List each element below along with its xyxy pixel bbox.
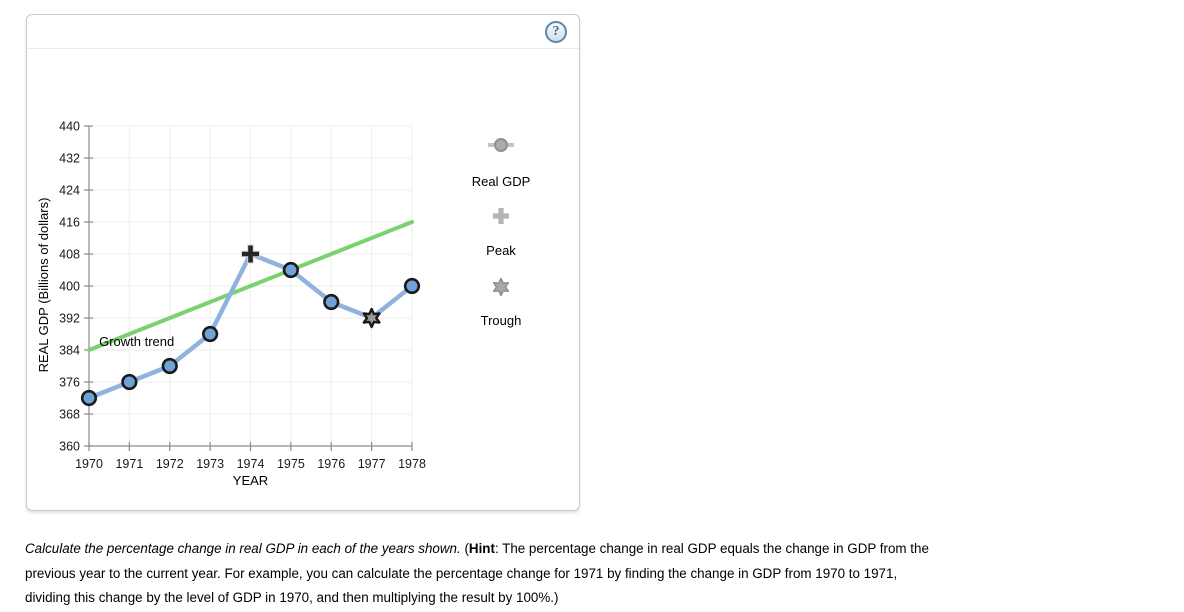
legend-label-trough: Trough [480, 313, 522, 328]
plus-icon [493, 208, 509, 224]
question-panel: ? 360 368 376 384 392 400 408 416 424 432 440 1970 1… [26, 14, 580, 511]
question-instruction: Calculate the percentage change in real … [25, 541, 461, 556]
svg-text:376: 376 [59, 376, 80, 390]
svg-text:408: 408 [59, 248, 80, 262]
question-text: Calculate the percentage change in real … [25, 537, 943, 611]
svg-text:Growth trend: Growth trend [99, 334, 174, 349]
svg-text:368: 368 [59, 408, 80, 422]
help-button[interactable]: ? [545, 21, 567, 43]
panel-header: ? [27, 15, 579, 49]
svg-text:1970: 1970 [75, 457, 103, 471]
legend-label-real-gdp: Real GDP [471, 174, 531, 189]
question-paren: ( [460, 541, 469, 556]
svg-text:1972: 1972 [156, 457, 184, 471]
legend-item-peak[interactable]: Peak [441, 207, 561, 258]
svg-text:1974: 1974 [237, 457, 265, 471]
svg-text:1975: 1975 [277, 457, 305, 471]
question-hint-label: Hint [468, 541, 495, 556]
question-hint-body: : The percentage change in real GDP equa… [25, 541, 929, 606]
svg-text:1977: 1977 [358, 457, 386, 471]
svg-text:440: 440 [59, 120, 80, 134]
legend-item-real-gdp[interactable]: Real GDP [441, 137, 561, 189]
svg-text:384: 384 [59, 344, 80, 358]
star-icon [492, 277, 510, 297]
svg-text:392: 392 [59, 312, 80, 326]
svg-text:1971: 1971 [115, 457, 143, 471]
y-axis-title: REAL GDP (Billions of dollars) [36, 197, 51, 373]
svg-text:1978: 1978 [398, 457, 426, 471]
legend-item-trough[interactable]: Trough [441, 277, 561, 328]
svg-text:424: 424 [59, 184, 80, 198]
svg-text:1976: 1976 [317, 457, 345, 471]
svg-text:416: 416 [59, 216, 80, 230]
line-circle-icon [488, 138, 514, 152]
svg-text:1973: 1973 [196, 457, 224, 471]
svg-text:432: 432 [59, 152, 80, 166]
svg-text:360: 360 [59, 440, 80, 454]
x-axis-title: YEAR [232, 473, 269, 488]
chart-svg: 360 368 376 384 392 400 408 416 424 432 440 1970 197… [59, 120, 426, 472]
svg-text:400: 400 [59, 280, 80, 294]
legend-label-peak: Peak [486, 243, 516, 258]
